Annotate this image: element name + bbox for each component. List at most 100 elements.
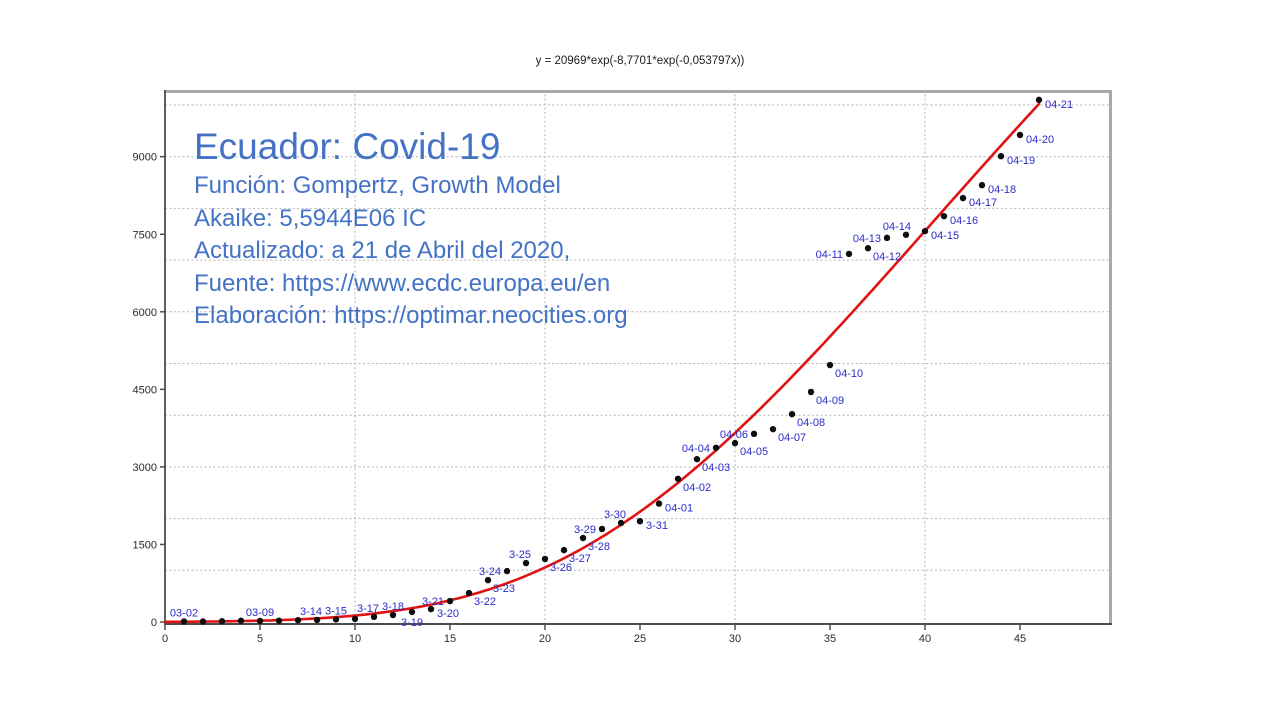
data-point: [370, 613, 378, 621]
data-point-label: 3-20: [437, 608, 459, 620]
x-axis-tick-label: 15: [444, 633, 456, 645]
data-point: [256, 617, 264, 625]
data-point-label: 04-18: [988, 184, 1016, 196]
data-point: [522, 559, 530, 567]
data-point: [731, 439, 739, 447]
data-point: [617, 519, 625, 527]
data-point: [427, 605, 435, 613]
data-point: [465, 589, 473, 597]
data-point: [237, 617, 245, 624]
data-point: [408, 608, 416, 616]
annotation-title: Ecuador: Covid-19: [194, 126, 501, 167]
data-point-label: 3-26: [550, 562, 572, 574]
data-point-label: 3-14: [300, 606, 322, 618]
data-point-label: 3-22: [474, 596, 496, 608]
annotation-line-funcion: Función: Gompertz, Growth Model: [194, 172, 561, 199]
data-point: [883, 234, 891, 242]
data-point: [1035, 96, 1043, 104]
annotation-line-actualizado: Actualizado: a 21 de Abril del 2020,: [194, 237, 571, 265]
data-point: [484, 576, 492, 584]
data-point: [712, 444, 720, 451]
x-axis-tick-label: 45: [1014, 633, 1026, 645]
data-point: [560, 546, 568, 554]
data-point-label: 04-04: [682, 443, 710, 455]
data-point: [921, 227, 929, 235]
data-point-label: 3-17: [357, 603, 379, 615]
data-point-label: 04-11: [816, 249, 843, 261]
data-point: [693, 455, 701, 463]
data-point-label: 04-21: [1045, 99, 1073, 111]
x-axis-tick-label: 5: [257, 633, 263, 645]
data-point: [655, 500, 663, 507]
data-point: [351, 615, 359, 623]
data-point-label: 3-28: [588, 541, 610, 553]
data-point: [446, 597, 454, 605]
data-point: [313, 616, 321, 624]
data-point: [332, 616, 340, 623]
data-point-label: 04-17: [969, 197, 997, 209]
data-point-label: 3-18: [382, 601, 404, 613]
data-point: [902, 231, 910, 238]
data-point: [541, 555, 549, 563]
data-point-label: 04-14: [883, 221, 911, 233]
data-point: [769, 425, 777, 433]
data-point-label: 3-21: [422, 596, 444, 608]
data-point: [503, 567, 511, 575]
data-point-label: 04-12: [873, 251, 901, 263]
data-point: [674, 475, 682, 482]
data-point-label: 04-01: [665, 503, 693, 515]
data-point-label: 04-02: [683, 482, 711, 494]
chart-annotation: Ecuador: Covid-19 Función: Gompertz, Gro…: [194, 123, 628, 333]
annotation-line-fuente: Fuente: https://www.ecdc.europa.eu/en: [194, 269, 611, 297]
y-axis-tick-label: 1500: [133, 539, 157, 551]
data-point-label: 3-15: [325, 605, 347, 617]
data-point: [788, 410, 796, 418]
data-point: [864, 245, 872, 252]
data-point: [389, 611, 397, 619]
data-point-label: 04-08: [797, 417, 825, 429]
data-point: [218, 618, 226, 625]
data-point-label: 3-24: [479, 566, 501, 578]
data-point-label: 04-10: [835, 368, 863, 380]
data-point-label: 04-09: [816, 395, 844, 407]
data-point-label: 03-02: [170, 607, 198, 619]
data-point: [579, 534, 587, 542]
y-axis-tick-label: 3000: [133, 462, 157, 474]
data-point: [199, 618, 207, 625]
y-axis-tick-label: 7500: [133, 229, 157, 241]
data-point-label: 3-30: [604, 509, 626, 521]
data-point: [750, 430, 758, 438]
data-point-label: 3-31: [646, 520, 668, 532]
data-point-label: 3-27: [569, 553, 591, 565]
data-point: [959, 194, 967, 202]
x-axis-tick-label: 40: [919, 633, 931, 645]
x-axis-tick-label: 25: [634, 633, 646, 645]
data-point-label: 04-16: [950, 215, 978, 227]
annotation-line-akaike: Akaike: 5,5944E06 IC: [194, 204, 427, 232]
data-point: [275, 617, 283, 624]
data-point: [845, 250, 853, 258]
data-point: [807, 388, 815, 396]
data-point-label: 3-25: [509, 549, 531, 561]
data-point-label: 04-20: [1026, 134, 1054, 146]
gompertz-curve: [163, 102, 1041, 624]
x-axis-tick-label: 35: [824, 633, 836, 645]
data-point: [978, 181, 986, 189]
chart-formula-title: y = 20969*exp(-8,7701*exp(-0,053797x)): [535, 55, 745, 67]
data-point-label: 3-19: [401, 617, 423, 629]
data-point-label: 3-29: [574, 524, 596, 536]
data-point: [1016, 131, 1024, 139]
data-point: [636, 517, 644, 525]
x-axis-tick-label: 0: [162, 633, 168, 645]
data-point-label: 04-13: [853, 233, 881, 245]
x-axis-tick-label: 10: [349, 633, 361, 645]
data-point-label: 03-09: [246, 607, 274, 619]
y-axis-tick-label: 6000: [133, 307, 157, 319]
y-axis-tick-label: 9000: [133, 152, 157, 164]
data-point-label: 3-23: [493, 583, 515, 595]
data-point: [997, 152, 1005, 160]
x-axis-tick-label: 20: [539, 633, 551, 645]
data-point-label: 04-06: [720, 429, 748, 441]
